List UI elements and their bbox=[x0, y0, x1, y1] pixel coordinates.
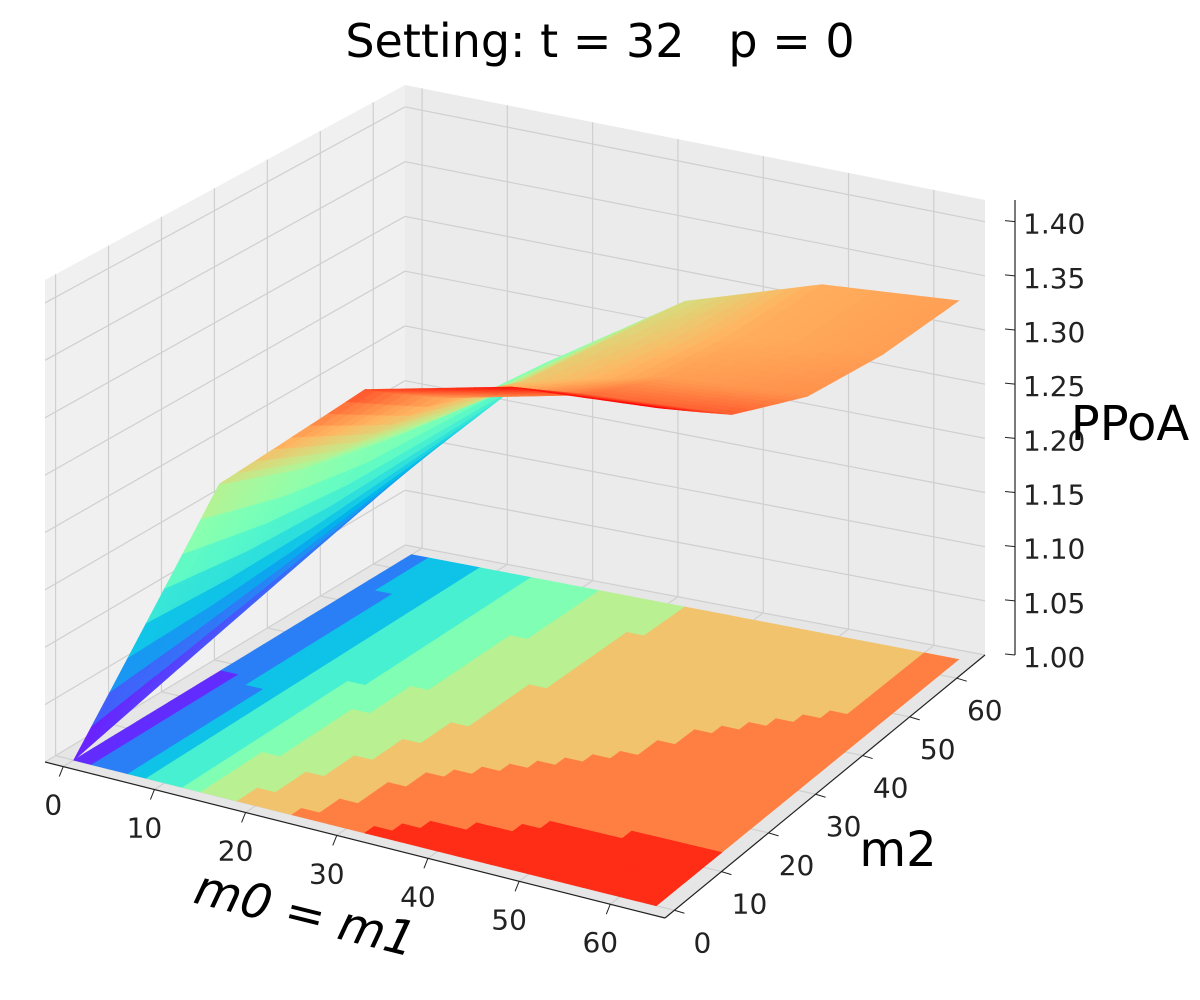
z-tick-label: 1.10 bbox=[1023, 533, 1085, 566]
gridline-z-left bbox=[44, 215, 406, 419]
z-tick-label: 1.40 bbox=[1023, 208, 1085, 241]
x-tick-label: 0 bbox=[44, 789, 62, 822]
y-tick-label: 60 bbox=[967, 694, 1003, 727]
gridline-z-left bbox=[44, 325, 406, 533]
gridline-z-back bbox=[404, 544, 986, 656]
x-tick bbox=[149, 789, 155, 800]
z-tick bbox=[1004, 653, 1016, 656]
floor-contour-cell bbox=[930, 655, 960, 668]
x-tick-label: 50 bbox=[491, 903, 527, 936]
z-tick bbox=[1004, 382, 1016, 385]
x-tick-label: 30 bbox=[309, 857, 345, 890]
z-tick-label: 1.25 bbox=[1023, 370, 1085, 403]
x-tick bbox=[332, 835, 338, 846]
z-tick-label: 1.00 bbox=[1023, 641, 1085, 674]
z-tick bbox=[1004, 491, 1016, 493]
y-tick-label: 40 bbox=[873, 772, 909, 805]
x-tick bbox=[514, 881, 520, 892]
z-tick bbox=[1004, 599, 1016, 602]
z-tick-label: 1.15 bbox=[1023, 479, 1085, 512]
z-tick-label: 1.05 bbox=[1023, 587, 1085, 620]
y-tick bbox=[956, 677, 967, 682]
gridline-z-back bbox=[404, 106, 986, 223]
gridline-z-back bbox=[404, 380, 986, 494]
chart-title: Setting: t = 32 p = 0 bbox=[345, 14, 855, 68]
z-tick bbox=[1004, 545, 1016, 548]
y-tick-label: 50 bbox=[920, 733, 956, 766]
x-tick bbox=[58, 766, 64, 777]
gridline-z-back bbox=[404, 161, 986, 277]
gridline-z-left bbox=[44, 270, 406, 476]
z-tick bbox=[1004, 220, 1016, 223]
y-tick bbox=[721, 871, 732, 876]
z-tick bbox=[1004, 274, 1016, 277]
x-axis-line bbox=[44, 761, 666, 919]
y-tick-label: 0 bbox=[693, 926, 711, 959]
gridline-z-back bbox=[404, 434, 986, 548]
z-tick bbox=[1004, 328, 1016, 331]
z-tick-label: 1.30 bbox=[1023, 316, 1085, 349]
x-tick-label: 10 bbox=[127, 812, 163, 845]
gridline-z-left bbox=[44, 106, 406, 304]
y-tick bbox=[862, 755, 873, 760]
y-tick-label: 10 bbox=[732, 888, 768, 921]
y-tick bbox=[674, 909, 685, 914]
y-tick bbox=[768, 832, 779, 837]
x-tick-label: 20 bbox=[218, 834, 254, 867]
x-tick bbox=[423, 858, 429, 869]
gridline-z-left bbox=[44, 161, 406, 361]
surface-cell bbox=[637, 404, 666, 409]
y-axis-line bbox=[664, 654, 986, 919]
x-tick bbox=[605, 904, 611, 915]
x-tick bbox=[241, 812, 247, 823]
x-tick-label: 40 bbox=[400, 880, 436, 913]
y-axis-label: m2 bbox=[859, 822, 936, 878]
y-tick-label: 30 bbox=[826, 810, 862, 843]
z-axis-label: PPoA bbox=[1071, 396, 1190, 452]
y-tick bbox=[815, 793, 826, 798]
gridline-z-back bbox=[404, 489, 986, 602]
z-tick-label: 1.35 bbox=[1023, 262, 1085, 295]
x-tick-label: 60 bbox=[582, 926, 618, 959]
x-axis-label: m0 = m1 bbox=[189, 860, 421, 969]
z-tick-label: 1.20 bbox=[1023, 424, 1085, 457]
y-tick bbox=[909, 716, 920, 721]
y-tick-label: 20 bbox=[779, 849, 815, 882]
z-tick bbox=[1004, 436, 1016, 439]
